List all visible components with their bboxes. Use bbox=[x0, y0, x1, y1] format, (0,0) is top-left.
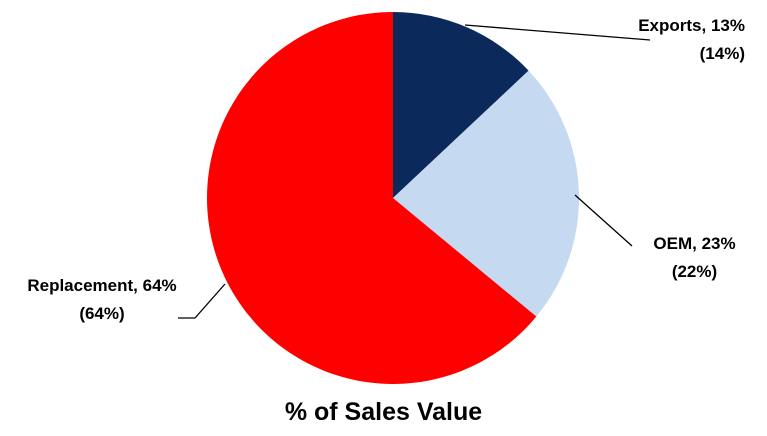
value-label: 13% (14%) bbox=[699, 16, 745, 63]
slice-label: OEM, 23% (22%) bbox=[632, 230, 757, 286]
leader-line bbox=[464, 24, 651, 41]
leader-line bbox=[178, 283, 226, 319]
value-label: 64% (64%) bbox=[79, 276, 177, 323]
value-label: 23% (22%) bbox=[671, 234, 736, 281]
slice-label: Exports, 13% (14%) bbox=[615, 12, 745, 68]
category-label: Exports, bbox=[638, 16, 707, 35]
leader-line bbox=[574, 194, 633, 247]
pie-slice bbox=[207, 12, 537, 384]
category-label: OEM, bbox=[653, 234, 697, 253]
pie-slice bbox=[393, 12, 529, 198]
pie-slice bbox=[393, 70, 580, 317]
category-label: Replacement, bbox=[27, 276, 138, 295]
chart-title: % of Sales Value bbox=[284, 398, 483, 426]
slices bbox=[207, 12, 580, 384]
slice-label: Replacement, 64% (64%) bbox=[18, 272, 186, 328]
